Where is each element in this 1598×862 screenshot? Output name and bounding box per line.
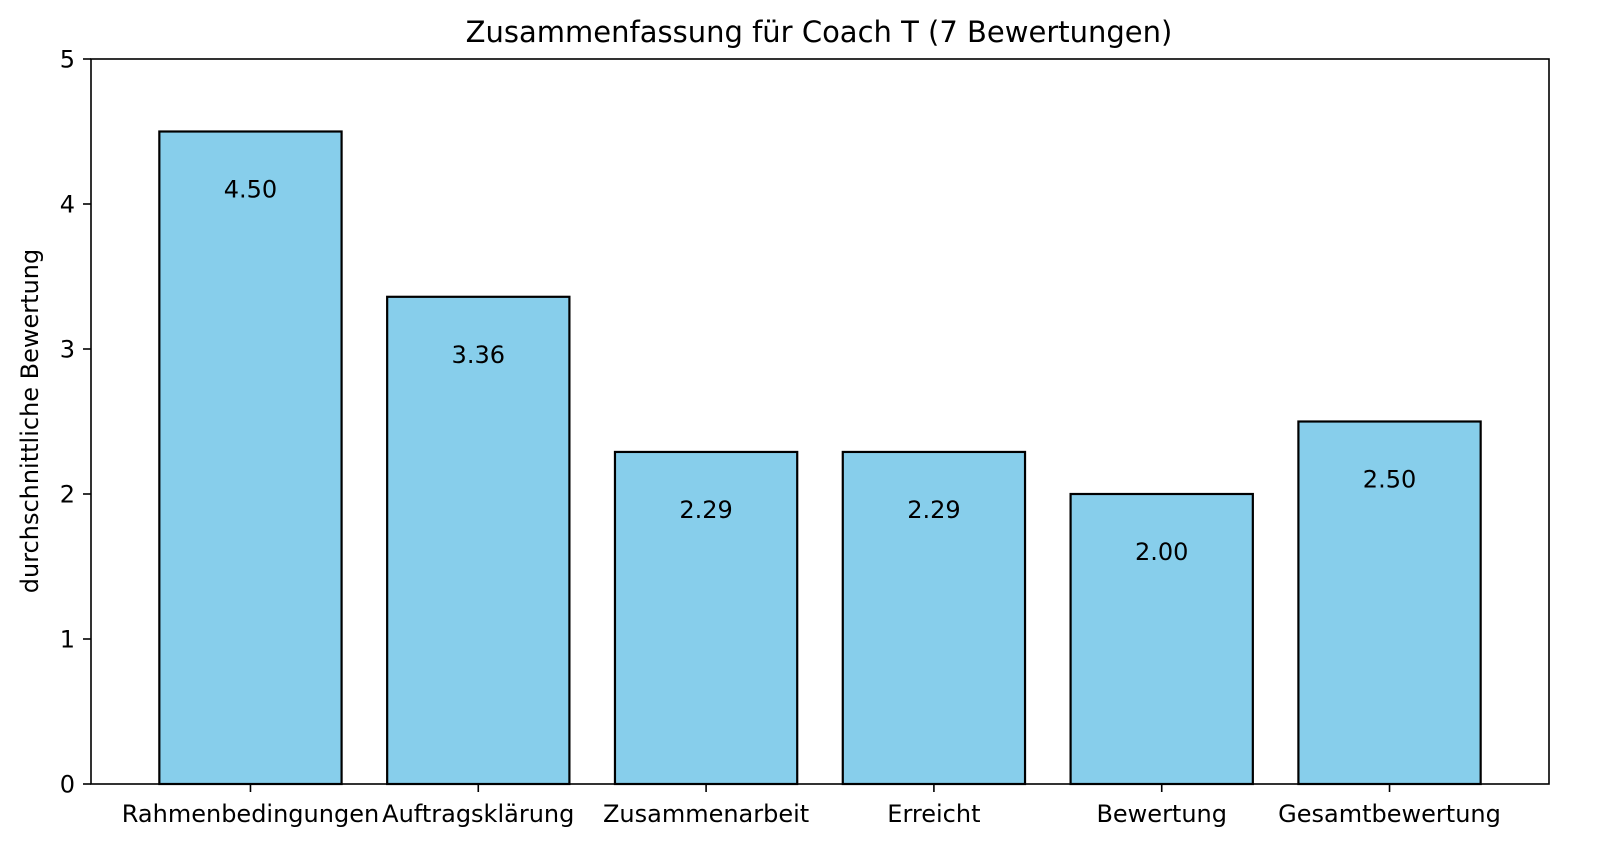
x-tick-label: Auftragsklärung bbox=[382, 800, 574, 828]
y-tick-label: 2 bbox=[60, 481, 75, 509]
bar bbox=[386, 295, 571, 786]
data-label: 2.29 bbox=[907, 496, 960, 524]
x-tick-label: Erreicht bbox=[887, 800, 980, 828]
x-tick-label: Zusammenarbeit bbox=[603, 800, 809, 828]
bar bbox=[1069, 492, 1254, 786]
data-label: 3.36 bbox=[452, 341, 505, 369]
data-label: 2.29 bbox=[679, 496, 732, 524]
plot-frame bbox=[90, 58, 1550, 785]
data-label: 2.50 bbox=[1363, 466, 1416, 494]
chart-title: Zusammenfassung für Coach T (7 Bewertung… bbox=[466, 15, 1173, 49]
y-tick-label: 3 bbox=[60, 336, 75, 364]
data-label: 4.50 bbox=[224, 176, 277, 204]
bar bbox=[1297, 420, 1482, 786]
chart-marks: 4.50 Rahmenbedingungen 3.36 Auftragsklärung… bbox=[60, 46, 1501, 829]
bar bbox=[841, 450, 1027, 786]
y-tick-label: 1 bbox=[60, 626, 75, 654]
x-tick-label: Bewertung bbox=[1096, 800, 1227, 828]
bar bbox=[613, 450, 799, 786]
x-tick-label: Gesamtbewertung bbox=[1278, 800, 1501, 828]
y-tick-label: 0 bbox=[60, 771, 75, 799]
x-tick-label: Rahmenbedingungen bbox=[122, 800, 379, 828]
bar bbox=[158, 130, 343, 786]
y-tick-label: 4 bbox=[60, 191, 75, 219]
y-tick-label: 5 bbox=[60, 46, 75, 74]
data-label: 2.00 bbox=[1135, 538, 1188, 566]
y-axis-label: durchschnittliche Bewertung bbox=[16, 249, 44, 594]
